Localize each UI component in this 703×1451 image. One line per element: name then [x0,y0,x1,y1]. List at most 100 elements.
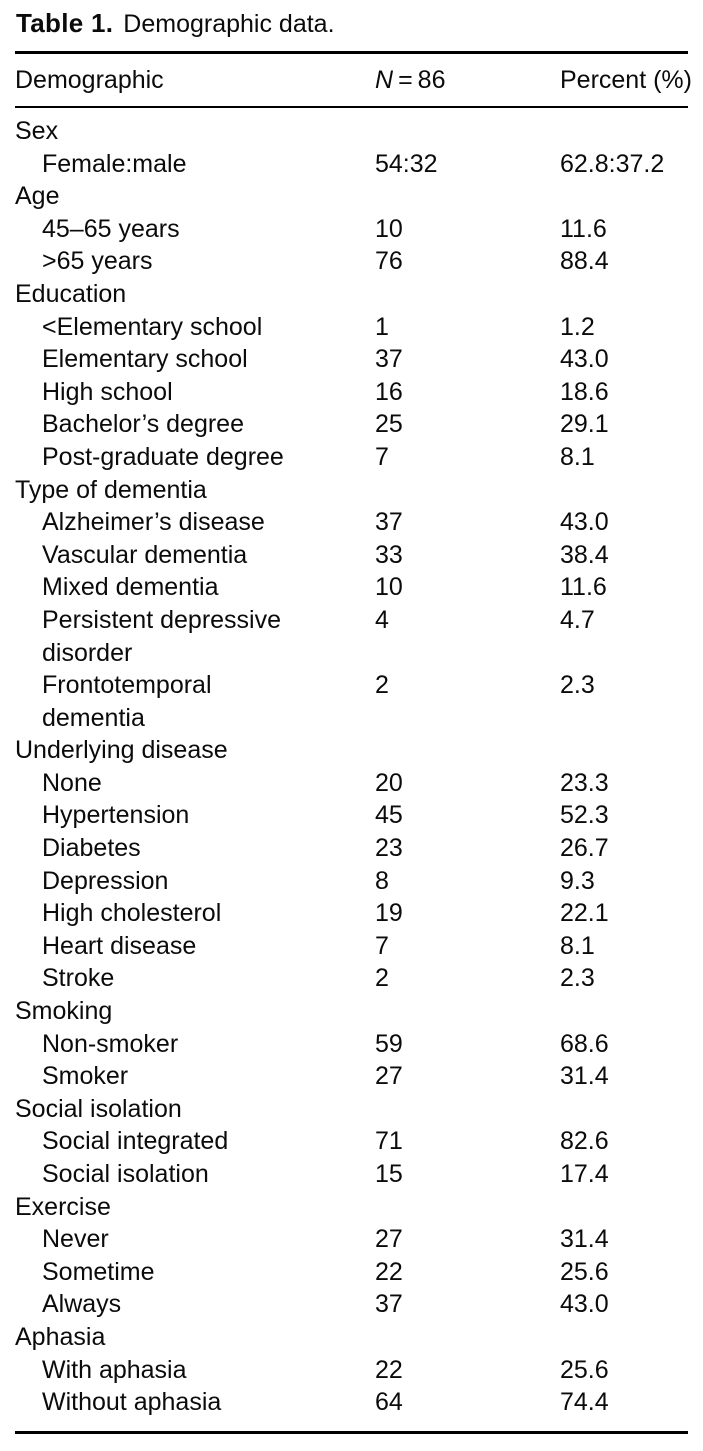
table-row: Type of dementia [15,474,688,507]
table-row: Diabetes 23 26.7 [15,832,688,865]
table-row: Bachelor’s degree 25 29.1 [15,408,688,441]
row-label: Stroke [42,964,115,993]
row-label: Sometime [42,1257,155,1286]
row-label: Age [15,182,60,211]
row-n-value: 10 [375,573,403,602]
row-label: Female:male [42,149,187,178]
table-row: Non-smoker 59 68.6 [15,1028,688,1061]
table-row: 45–65 years 10 11.6 [15,213,688,246]
row-n-value: 20 [375,768,403,797]
row-percent-value: 8.1 [560,931,595,960]
row-label: Alzheimer’s disease [42,508,265,537]
row-label: Diabetes [42,834,141,863]
table-row: Social isolation [15,1093,688,1126]
table-row: Sex [15,115,688,148]
row-label: Without aphasia [42,1388,222,1417]
row-percent-value: 25.6 [560,1257,609,1286]
table-rule-top [15,51,688,54]
table-row: Persistent depressive disorder 4 4.7 [15,604,688,669]
row-label: Persistent depressive disorder [42,605,282,667]
table-row: Social isolation 15 17.4 [15,1158,688,1191]
column-header-demographic: Demographic [15,65,164,94]
table-title-label: Table 1. [16,8,114,38]
row-label: Depression [42,866,169,895]
row-label: Vascular dementia [42,540,248,569]
row-n-value: 15 [375,1160,403,1188]
row-label: >65 years [42,247,153,276]
table-row: Sometime 22 25.6 [15,1256,688,1289]
row-label: Underlying disease [15,736,228,765]
row-label: Social isolation [15,1094,182,1123]
row-n-value: 76 [375,247,403,276]
row-label: High cholesterol [42,899,222,928]
table-row: Underlying disease [15,734,688,767]
row-percent-value: 31.4 [560,1062,609,1091]
row-n-value: 22 [375,1355,403,1384]
row-percent-value: 74.4 [560,1388,609,1417]
row-percent-value: 2.3 [560,964,595,993]
row-n-value: 23 [375,834,403,863]
table-title: Table 1. Demographic data. [16,8,688,39]
row-n-value: 45 [375,801,403,830]
row-n-value: 37 [375,508,403,537]
row-percent-value: 2.3 [560,671,595,700]
row-label: Elementary school [42,345,248,374]
table-row: Vascular dementia 33 38.4 [15,539,688,572]
row-percent-value: 62.8:37.2 [560,149,665,178]
row-percent-value: 88.4 [560,247,609,276]
row-percent-value: 25.6 [560,1355,609,1384]
row-label: Social integrated [42,1127,229,1156]
row-percent-value: 43.0 [560,508,609,537]
row-n-value: 59 [375,1029,403,1058]
table-row: >65 years 76 88.4 [15,245,688,278]
table-row: High school 16 18.6 [15,376,688,409]
table-row: Smoker 27 31.4 [15,1060,688,1093]
table-row: Depression 8 9.3 [15,865,688,898]
row-n-value: 37 [375,345,403,374]
row-label: Type of dementia [15,475,207,504]
table-row: Social integrated 71 82.6 [15,1125,688,1158]
table-row: Heart disease 7 8.1 [15,930,688,963]
row-percent-value: 68.6 [560,1029,609,1058]
row-label: 45–65 years [42,214,180,243]
row-label: Hypertension [42,801,190,830]
table-row: Exercise [15,1191,688,1224]
row-percent-value: 11.6 [560,214,607,243]
row-label: Smoker [42,1062,129,1091]
row-percent-value: 4.7 [560,605,595,634]
table-title-caption: Demographic data. [123,10,335,38]
table-row: Always 37 43.0 [15,1288,688,1321]
row-n-value: 2 [375,671,389,700]
row-percent-value: 18.6 [560,377,609,406]
row-label: With aphasia [42,1355,187,1384]
column-header-n-value: = 86 [393,65,446,94]
row-percent-value: 9.3 [560,866,595,895]
table-row: Without aphasia 64 74.4 [15,1386,688,1419]
table-rule-header [15,106,688,108]
row-label: Always [42,1290,122,1319]
row-n-value: 33 [375,540,403,569]
row-n-value: 27 [375,1062,403,1091]
row-percent-value: 43.0 [560,1290,609,1319]
table-row: High cholesterol 19 22.1 [15,897,688,930]
row-n-value: 16 [375,377,403,406]
table-row: Mixed dementia 10 11.6 [15,571,688,604]
row-n-value: 64 [375,1388,403,1417]
row-label: Never [42,1225,109,1254]
row-label: Frontotemporal dementia [42,671,212,732]
row-label: Smoking [15,997,113,1026]
row-n-value: 71 [375,1127,403,1156]
row-percent-value: 26.7 [560,834,609,863]
row-label: None [42,768,102,797]
row-percent-value: 17.4 [560,1160,609,1188]
table-row: Hypertension 45 52.3 [15,799,688,832]
column-header-n: N = 86 [375,66,560,95]
row-n-value: 4 [375,605,389,634]
row-n-value: 10 [375,214,403,243]
row-n-value: 2 [375,964,389,993]
row-label: Bachelor’s degree [42,410,244,439]
table-row: Age [15,180,688,213]
table-row: Never 27 31.4 [15,1223,688,1256]
row-n-value: 37 [375,1290,403,1319]
table-row: <Elementary school 1 1.2 [15,311,688,344]
